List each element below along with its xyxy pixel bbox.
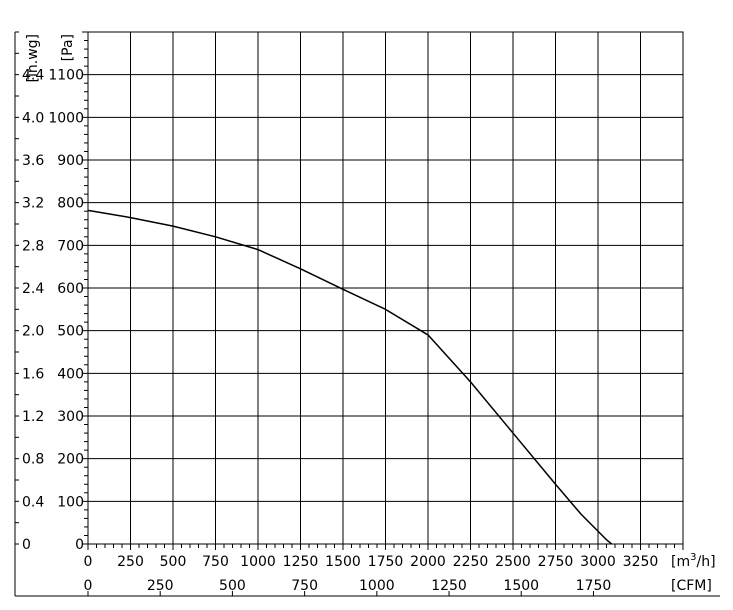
tick-labels: 0 250 500 750 1000 1250 1500 1750 2000 2250 2500 27…	[22, 68, 658, 594]
inwg-tick-label: 1.6	[22, 366, 44, 382]
inwg-tick-label: 2.4	[22, 281, 44, 297]
inwg-tick-label: 4.0	[22, 110, 44, 126]
pa-tick-label: 200	[57, 452, 84, 468]
cfm-tick-label: 1500	[503, 578, 539, 594]
inwg-tick-label: 1.2	[22, 409, 44, 425]
x-tick-label: 2250	[453, 554, 489, 570]
y-unit-inwg: [in.wg]	[25, 34, 41, 82]
x-tick-label: 3250	[623, 554, 659, 570]
axes-frame	[14, 31, 720, 597]
x-tick-label: 2000	[410, 554, 446, 570]
fan-curve-line	[87, 209, 613, 545]
x-tick-label: 2500	[495, 554, 531, 570]
series	[87, 209, 613, 545]
pa-tick-label: 1000	[48, 110, 84, 126]
x-tick-label: 1250	[283, 554, 319, 570]
inwg-tick-label: 0.4	[22, 494, 44, 510]
y-unit-pa: [Pa]	[60, 34, 76, 61]
pa-tick-label: 0	[75, 537, 84, 553]
axis-units: [m3/h] [CFM] [Pa] [in.wg]	[25, 34, 716, 594]
inwg-tick-label: 3.6	[22, 153, 44, 169]
inwg-tick-label: 2.8	[22, 238, 44, 254]
grid	[87, 32, 684, 545]
pa-tick-label: 500	[57, 324, 84, 340]
cfm-tick-label: 1000	[359, 578, 395, 594]
x-tick-label: 750	[202, 554, 229, 570]
x-unit-m3h: [m3/h]	[671, 552, 716, 570]
pa-tick-label: 300	[57, 409, 84, 425]
cfm-tick-label: 500	[219, 578, 246, 594]
pa-tick-label: 100	[57, 494, 84, 510]
x-tick-label: 1000	[240, 554, 276, 570]
tick-marks	[15, 31, 684, 596]
pa-tick-label: 700	[57, 238, 84, 254]
inwg-tick-label: 2.0	[22, 324, 44, 340]
pa-tick-label: 600	[57, 281, 84, 297]
x-tick-label: 1500	[325, 554, 361, 570]
cfm-tick-label: 1250	[431, 578, 467, 594]
inwg-tick-label: 0	[22, 537, 31, 553]
pa-tick-label: 1100	[48, 68, 84, 84]
pa-tick-label: 900	[57, 153, 84, 169]
inwg-tick-label: 0.8	[22, 452, 44, 468]
cfm-tick-label: 750	[291, 578, 318, 594]
pa-tick-label: 800	[57, 196, 84, 212]
x-tick-label: 500	[160, 554, 187, 570]
x-tick-label: 1750	[368, 554, 404, 570]
x-tick-label: 0	[84, 554, 93, 570]
cfm-tick-label: 250	[147, 578, 174, 594]
inwg-tick-label: 4.4	[22, 68, 44, 84]
cfm-tick-label: 1750	[576, 578, 612, 594]
x-tick-label: 2750	[538, 554, 574, 570]
pa-tick-label: 400	[57, 366, 84, 382]
cfm-tick-label: 0	[84, 578, 93, 594]
x-unit-cfm: [CFM]	[671, 578, 712, 594]
x-tick-label: 3000	[580, 554, 616, 570]
x-tick-label: 250	[117, 554, 144, 570]
inwg-tick-label: 3.2	[22, 196, 44, 212]
